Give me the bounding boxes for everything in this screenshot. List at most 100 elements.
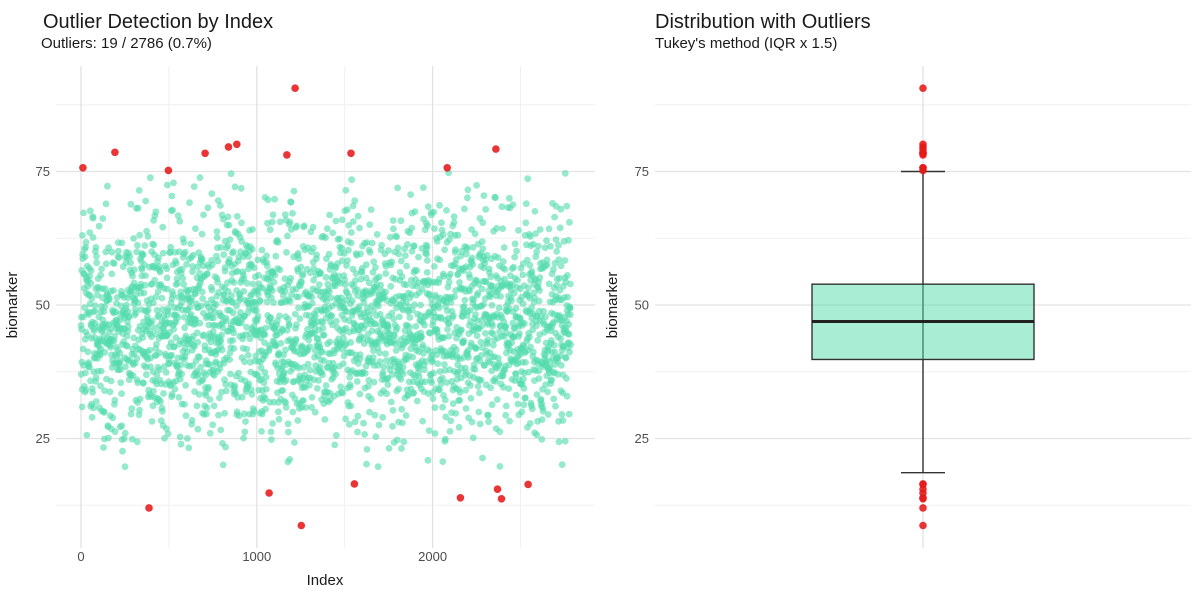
scatter-point [269, 420, 276, 427]
scatter-point [529, 240, 537, 248]
scatter-point [362, 261, 370, 269]
scatter-point [360, 419, 367, 427]
scatter-point [436, 386, 443, 394]
scatter-point [86, 300, 94, 308]
scatter-point [151, 324, 159, 331]
scatter-outlier-point [347, 149, 355, 158]
scatter-point [294, 417, 302, 424]
scatter-point [430, 369, 437, 377]
scatter-point [501, 266, 509, 273]
scatter-point [512, 391, 520, 399]
scatter-point [462, 386, 470, 394]
scatter-outlier-point [164, 166, 173, 175]
scatter-point [178, 370, 186, 378]
scatter-point [345, 222, 353, 229]
scatter-point [454, 231, 462, 239]
scatter-point [245, 380, 253, 388]
scatter-point [398, 405, 406, 413]
scatter-point [471, 230, 479, 238]
scatter-point [322, 234, 329, 242]
scatter-point [107, 325, 115, 333]
scatter-point [439, 231, 447, 239]
scatter-point [339, 389, 346, 397]
scatter-point [390, 225, 397, 233]
scatter-point [136, 406, 143, 414]
scatter-point [313, 385, 321, 392]
scatter-point [291, 310, 299, 318]
scatter-point [447, 270, 454, 278]
x-tick-label: 2000 [418, 549, 447, 564]
scatter-point [379, 369, 387, 377]
scatter-outlier-point [265, 489, 273, 497]
scatter-point [206, 429, 214, 437]
scatter-point [157, 398, 164, 406]
scatter-point [127, 410, 135, 418]
scatter-point [266, 344, 273, 352]
scatter-point [254, 312, 262, 320]
scatter-point [561, 257, 569, 264]
scatter-point [231, 382, 239, 390]
scatter-point [388, 309, 396, 317]
scatter-point [431, 225, 438, 233]
scatter-point [106, 388, 114, 396]
boxplot-outlier-point [919, 504, 927, 512]
scatter-point [268, 218, 276, 226]
scatter-point [326, 288, 333, 295]
scatter-point [221, 410, 229, 417]
scatter-point [556, 274, 563, 282]
scatter-point [170, 325, 178, 333]
scatter-point [286, 218, 294, 226]
scatter-point [495, 359, 503, 367]
scatter-point [348, 176, 356, 184]
scatter-point [494, 354, 502, 362]
scatter-point [296, 315, 304, 322]
scatter-point [366, 249, 374, 256]
scatter-point [325, 250, 333, 258]
scatter-point [287, 274, 295, 282]
scatter-panel: 25 50 75 0 1000 2000 Outlier Detection by Ind… [4, 11, 595, 589]
scatter-point [291, 439, 298, 446]
scatter-point [295, 255, 303, 263]
scatter-point [390, 332, 398, 340]
scatter-axis-tick-labels: 25 50 75 0 1000 2000 [36, 164, 448, 564]
scatter-point [464, 194, 471, 202]
scatter-point [472, 344, 480, 352]
scatter-point [217, 202, 224, 209]
scatter-point [445, 320, 453, 327]
scatter-point [506, 194, 513, 202]
scatter-point [143, 227, 151, 235]
scatter-point [323, 225, 331, 233]
scatter-point [152, 293, 160, 301]
scatter-point [477, 338, 485, 346]
scatter-point [195, 371, 202, 378]
scatter-point [492, 377, 499, 385]
scatter-point [172, 260, 180, 267]
scatter-point [276, 218, 284, 226]
scatter-point [82, 238, 90, 246]
scatter-point [204, 204, 212, 212]
scatter-point [510, 263, 517, 271]
scatter-point [218, 331, 226, 339]
y-tick-label: 25 [36, 431, 50, 446]
scatter-point [316, 363, 324, 371]
scatter-point [566, 304, 574, 312]
scatter-point [311, 408, 319, 416]
scatter-point [404, 392, 412, 399]
scatter-point [196, 174, 204, 182]
scatter-point [479, 245, 487, 253]
scatter-point [487, 384, 494, 392]
scatter-point [564, 272, 571, 279]
scatter-point [227, 370, 234, 378]
scatter-point [284, 420, 292, 428]
scatter-point [365, 377, 373, 384]
scatter-point [227, 170, 235, 178]
scatter-point [458, 326, 465, 334]
scatter-point [413, 397, 421, 405]
scatter-point [415, 373, 423, 380]
scatter-point [519, 271, 527, 279]
scatter-point [382, 270, 390, 277]
scatter-outlier-point [145, 504, 153, 512]
y-tick-label: 75 [36, 164, 50, 179]
scatter-point [349, 202, 357, 210]
scatter-point [357, 250, 364, 258]
